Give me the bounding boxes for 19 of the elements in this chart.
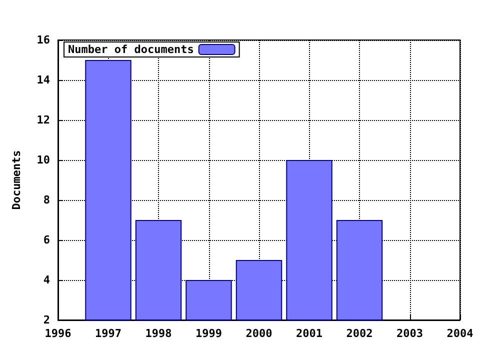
x-tick-label: 1996: [44, 327, 72, 340]
y-tick-label: 12: [36, 114, 50, 126]
y-axis-title: Documents: [10, 150, 23, 210]
x-tick-label: 1999: [196, 327, 222, 340]
x-tick-label: 2004: [446, 327, 474, 340]
x-tick-label: 1997: [95, 327, 122, 340]
y-tick-label: 6: [43, 234, 50, 246]
x-tick-label: 2001: [296, 327, 323, 340]
y-tick-label: 2: [43, 314, 50, 326]
y-tick-label: 10: [36, 154, 50, 166]
x-tick-label: 2000: [246, 327, 272, 340]
x-tick-label: 1998: [145, 327, 172, 340]
legend-label: Number of documents: [68, 43, 194, 56]
y-tick-label: 4: [43, 274, 50, 286]
x-tick-label: 2003: [396, 327, 423, 340]
y-tick-label: 14: [36, 74, 50, 86]
y-tick-label: 16: [36, 34, 50, 46]
y-tick-label: 8: [43, 194, 50, 206]
x-tick-label: 2002: [346, 327, 373, 340]
